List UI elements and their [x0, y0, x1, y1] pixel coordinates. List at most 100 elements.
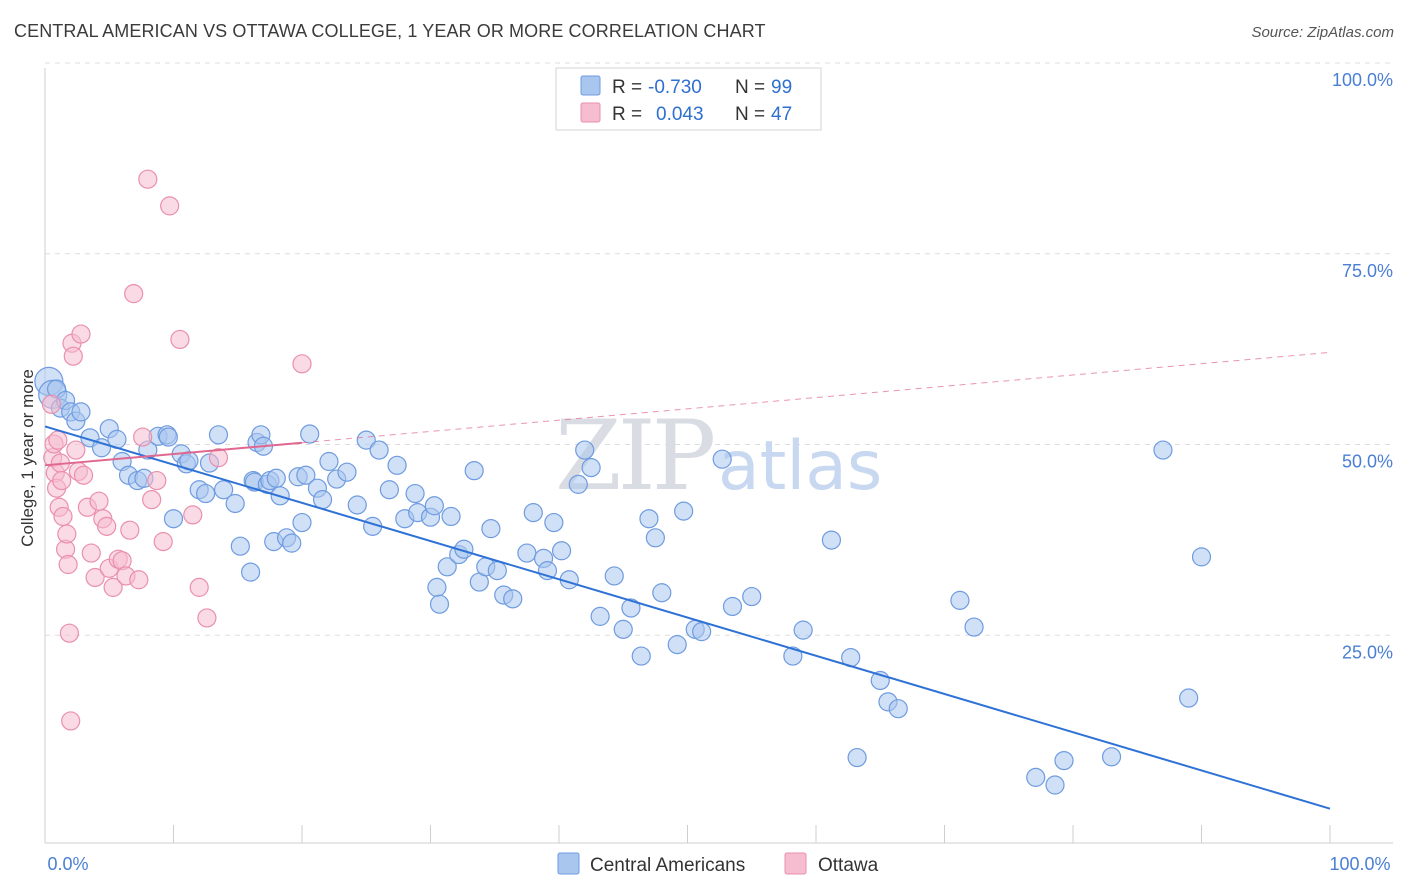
ottawa-point	[41, 394, 62, 414]
central-americans-point	[292, 512, 312, 533]
central-americans-point	[964, 617, 984, 637]
ottawa-trend-line-dashed	[301, 351, 1331, 444]
central-americans-point	[783, 646, 803, 666]
central-americans-point	[347, 495, 367, 515]
central-americans-point	[692, 622, 712, 642]
legend-r-value: 0.043	[656, 104, 704, 125]
y-tick-label: 50.0%	[1342, 452, 1393, 472]
ottawa-point	[133, 427, 153, 447]
central-americans-point	[319, 451, 339, 472]
ottawa-point	[142, 490, 162, 510]
ottawa-points	[41, 169, 312, 731]
central-americans-point	[71, 402, 91, 422]
ottawa-point	[48, 430, 68, 450]
legend-r-label: R =	[612, 104, 642, 125]
central-americans-point	[821, 530, 842, 550]
legend-swatch-pink	[580, 102, 601, 123]
central-americans-point	[312, 490, 333, 510]
central-americans-point	[551, 541, 572, 561]
central-americans-point	[464, 461, 484, 481]
ottawa-point	[189, 577, 209, 597]
central-americans-point	[429, 594, 450, 614]
central-americans-point	[441, 506, 461, 527]
central-americans-point	[1026, 767, 1046, 787]
central-americans-point	[369, 440, 389, 460]
ottawa-point	[53, 506, 73, 527]
central-americans-point	[722, 596, 743, 617]
ottawa-point	[58, 554, 78, 575]
y-tick-label: 100.0%	[1332, 70, 1393, 90]
ottawa-point	[183, 505, 203, 525]
central-americans-point	[230, 536, 250, 556]
central-americans-point	[487, 561, 507, 581]
central-americans-point	[91, 438, 112, 458]
central-americans-point	[888, 699, 908, 719]
central-americans-point	[337, 462, 357, 482]
central-americans-point	[667, 635, 687, 655]
central-americans-point	[163, 509, 184, 529]
legend-box: R = -0.730 N = 99 R = 0.043 N = 47	[555, 67, 822, 131]
ottawa-point	[170, 329, 190, 350]
ottawa-point	[292, 354, 312, 374]
central-americans-point	[652, 583, 672, 603]
central-americans-point	[296, 465, 316, 485]
ottawa-point	[160, 196, 180, 216]
central-americans-point	[503, 589, 523, 609]
ottawa-point	[73, 465, 94, 485]
central-americans-point	[590, 606, 610, 626]
trend-lines	[44, 351, 1331, 810]
source-label: Source: ZipAtlas.com	[1251, 24, 1394, 41]
legend-r-value: -0.730	[648, 77, 702, 98]
central-americans-point	[241, 562, 261, 582]
central-americans-point	[225, 493, 245, 514]
y-tick-label: 75.0%	[1342, 261, 1393, 281]
y-axis-label: College, 1 year or more	[18, 369, 37, 547]
central-americans-point	[1191, 547, 1212, 567]
central-americans-point	[282, 533, 302, 553]
central-americans-point	[1153, 440, 1173, 460]
ottawa-point	[71, 324, 91, 344]
central-americans-point	[581, 458, 601, 478]
watermark: ZIP atlas	[555, 400, 882, 512]
central-americans-point	[379, 480, 399, 500]
central-americans-point	[639, 509, 659, 529]
bottom-legend-ottawa: Ottawa	[818, 855, 879, 876]
central-americans-point	[950, 590, 970, 610]
central-americans-point	[214, 480, 234, 500]
central-americans-point	[1054, 750, 1074, 771]
central-americans-point	[645, 528, 665, 548]
ottawa-trend-line-solid	[44, 441, 303, 467]
bottom-legend-central-americans: Central Americans	[590, 855, 745, 876]
central-americans-point	[208, 425, 229, 445]
central-americans-point	[158, 427, 178, 447]
bottom-legend: Central Americans Ottawa	[557, 852, 879, 876]
central-americans-point	[568, 474, 588, 494]
central-americans-point	[266, 468, 286, 488]
central-americans-trend-line	[44, 425, 1331, 810]
central-americans-point	[517, 543, 537, 563]
legend-swatch-blue	[580, 75, 601, 96]
central-americans-point	[604, 566, 624, 586]
ottawa-point	[197, 608, 217, 628]
central-americans-point	[427, 577, 447, 597]
ottawa-point	[129, 570, 149, 590]
legend-n-value: 99	[771, 77, 792, 98]
legend-r-label: R =	[612, 77, 642, 98]
central-americans-point	[793, 620, 813, 640]
central-americans-points	[34, 366, 1212, 795]
ottawa-point	[52, 470, 72, 491]
bottom-legend-swatch-pink	[784, 852, 807, 875]
central-americans-point	[1179, 688, 1199, 708]
central-americans-point	[575, 440, 595, 460]
legend-n-value: 47	[771, 104, 792, 125]
watermark-atlas: atlas	[718, 427, 882, 506]
central-americans-point	[544, 512, 564, 533]
central-americans-point	[300, 424, 320, 444]
ottawa-point	[147, 470, 167, 491]
ottawa-point	[81, 543, 101, 563]
ottawa-point	[59, 623, 80, 643]
central-americans-point	[387, 455, 407, 475]
central-americans-point	[613, 619, 633, 639]
ottawa-point	[120, 520, 140, 540]
